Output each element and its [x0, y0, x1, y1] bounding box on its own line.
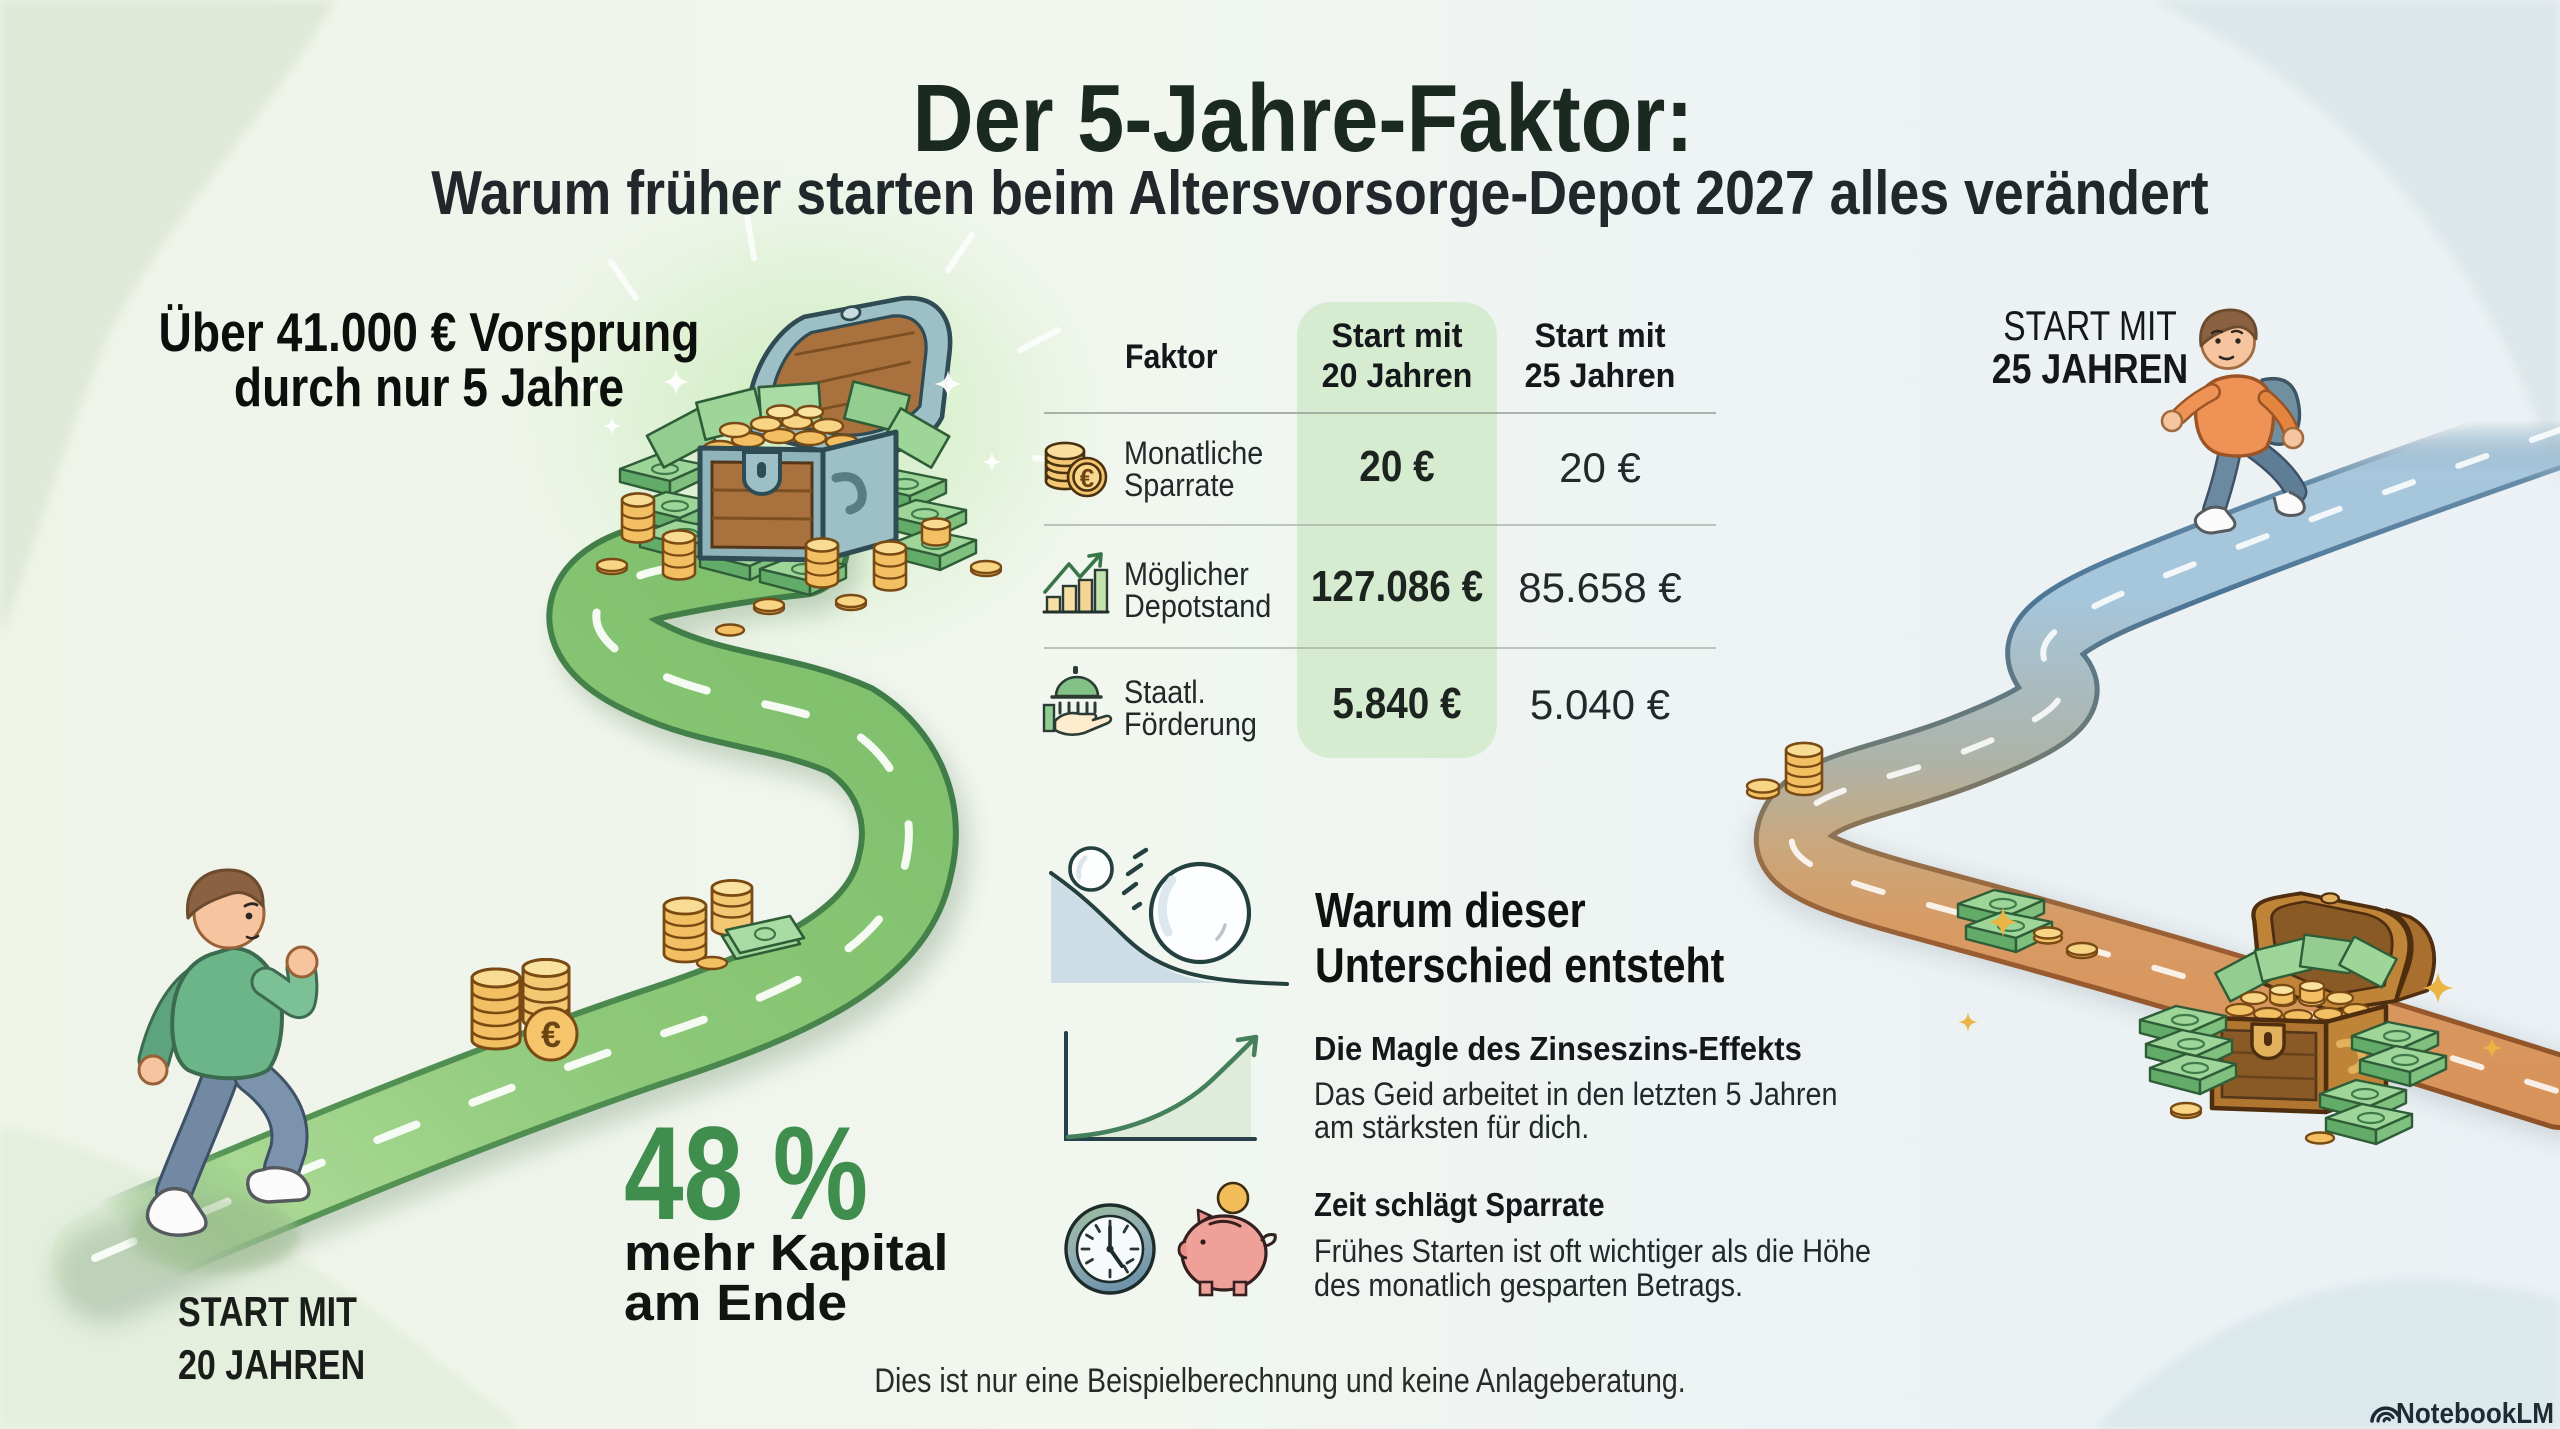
- svg-text:€: €: [1080, 463, 1094, 493]
- svg-text:€: €: [541, 1014, 561, 1055]
- svg-text:NotebookLM: NotebookLM: [2396, 1397, 2554, 1429]
